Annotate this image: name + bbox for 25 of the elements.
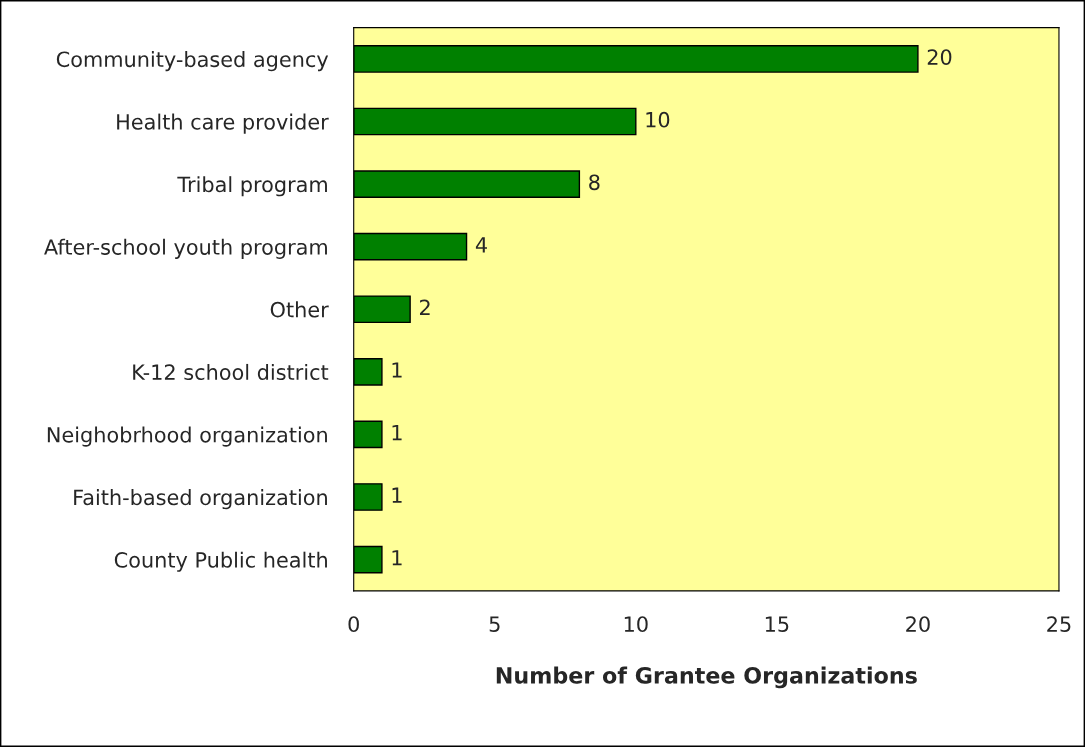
x-tick-label: 20 xyxy=(906,616,930,632)
y-tick-label: Other xyxy=(270,301,329,318)
y-tick-label: Neighobrhood organization xyxy=(47,426,327,447)
data-label: 8 xyxy=(589,174,600,191)
y-tick-label: County Public health xyxy=(114,551,327,572)
data-label: 10 xyxy=(646,111,670,128)
x-tick-label: 0 xyxy=(348,616,359,632)
x-axis-title: Number of Grantee Organizations xyxy=(496,666,917,689)
y-tick-label: Health care provider xyxy=(117,113,329,134)
y-tick-label: K-12 school district xyxy=(133,363,329,381)
data-label: 20 xyxy=(927,49,952,65)
x-tick-label: 15 xyxy=(765,616,789,632)
data-label: 1 xyxy=(392,362,402,378)
y-tick-label: After-school youth program xyxy=(44,238,327,259)
data-label: 1 xyxy=(392,487,402,503)
y-tick-label: Tribal program xyxy=(177,176,327,197)
data-label: 1 xyxy=(392,550,402,566)
data-label: 4 xyxy=(475,237,487,253)
y-tick-label: Community-based agency xyxy=(56,51,329,72)
x-tick-label: 10 xyxy=(624,616,648,632)
x-tick-label: 5 xyxy=(489,616,500,632)
data-label: 1 xyxy=(392,424,402,441)
x-tick-label: 25 xyxy=(1047,616,1071,632)
y-tick-label: Faith-based organization xyxy=(74,489,327,510)
data-label: 2 xyxy=(419,299,430,316)
